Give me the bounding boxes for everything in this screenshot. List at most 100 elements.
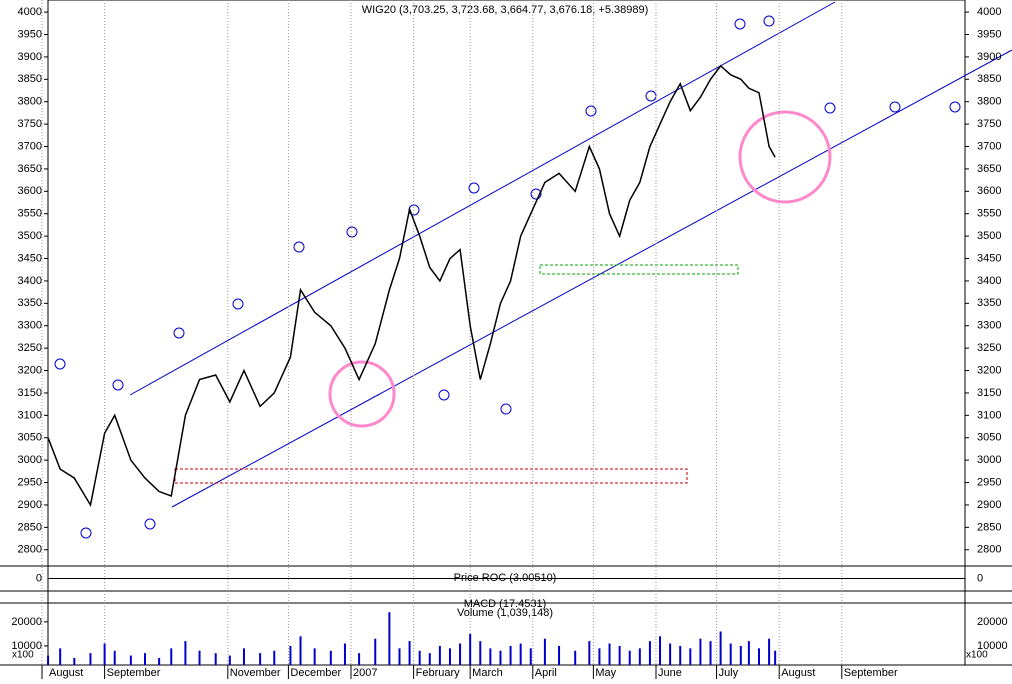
volume-bar: [418, 650, 421, 665]
y-tick-label: 3650: [977, 163, 1001, 175]
y-tick-label: 3400: [977, 275, 1001, 287]
volume-bar: [144, 653, 147, 665]
volume-bar: [719, 631, 722, 665]
y-tick-label: 3050: [18, 432, 42, 444]
volume-bar: [113, 650, 116, 665]
x-tick-label: February: [416, 667, 461, 679]
volume-bar: [89, 653, 92, 665]
y-tick-label: 2950: [977, 476, 1001, 488]
volume-bar: [729, 643, 732, 665]
y-tick-label: 3350: [977, 297, 1001, 309]
volume-bar: [408, 641, 411, 665]
panel-title: Price ROC (3.00510): [454, 572, 557, 584]
y-tick-label: 20000: [11, 616, 42, 628]
unit-label: x100: [12, 650, 34, 661]
y-tick-label: 3200: [18, 364, 42, 376]
volume-bar: [598, 648, 601, 665]
volume-bar: [428, 653, 431, 665]
volume-bar: [768, 638, 771, 665]
volume-bar: [499, 650, 502, 665]
y-tick-label: 3600: [18, 185, 42, 197]
volume-bar: [588, 641, 591, 665]
volume-bar: [388, 612, 391, 665]
panel-title: MACD (17.4531): [464, 598, 547, 610]
y-tick-label: 3500: [977, 230, 1001, 242]
volume-bar: [689, 648, 692, 665]
volume-bar: [709, 641, 712, 665]
y-tick-label: 3550: [977, 208, 1001, 220]
volume-bar: [469, 633, 472, 665]
y-tick-label: 3950: [977, 28, 1001, 40]
y-tick-label: 3900: [977, 51, 1001, 63]
y-tick-label: 3400: [18, 275, 42, 287]
volume-bar: [618, 645, 621, 665]
y-tick-label: 2950: [18, 476, 42, 488]
volume-bar: [158, 657, 161, 665]
unit-label: x100: [966, 650, 988, 661]
y-tick-label: 3600: [977, 185, 1001, 197]
volume-bar: [170, 648, 173, 665]
chart-title: WIG20 (3,703.25, 3,723.68, 3,664.77, 3,6…: [362, 4, 649, 16]
volume-bar: [739, 645, 742, 665]
y-tick-label: 3000: [18, 454, 42, 466]
x-tick-label: June: [658, 667, 682, 679]
y-tick-label: 3150: [18, 387, 42, 399]
volume-bar: [529, 648, 532, 665]
y-tick-label: 3950: [18, 28, 42, 40]
volume-bar: [343, 643, 346, 665]
volume-bar: [628, 650, 631, 665]
volume-bar: [358, 653, 361, 665]
volume-bar: [574, 650, 577, 665]
volume-bar: [448, 648, 451, 665]
volume-bar: [659, 636, 662, 665]
volume-bar: [103, 643, 106, 665]
y-tick-label: 3350: [18, 297, 42, 309]
y-tick-label: 3200: [977, 364, 1001, 376]
x-tick-label: May: [595, 667, 616, 679]
x-tick-label: November: [230, 667, 281, 679]
volume-bar: [479, 641, 482, 665]
y-tick-label: 2850: [977, 521, 1001, 533]
volume-bar: [459, 643, 462, 665]
volume-bar: [329, 650, 332, 665]
y-tick-label: 3250: [18, 342, 42, 354]
x-tick-label: December: [290, 667, 341, 679]
x-tick-label: April: [535, 667, 557, 679]
volume-bar: [519, 643, 522, 665]
volume-bar: [774, 650, 777, 665]
volume-bar: [543, 638, 546, 665]
highlight-circle: [738, 110, 832, 204]
y-tick-label: 0: [36, 572, 42, 584]
y-tick-label: 10000: [11, 640, 42, 652]
y-tick-label: 3300: [977, 320, 1001, 332]
volume-bar: [73, 657, 76, 665]
x-tick-label: 2007: [353, 667, 377, 679]
panel-title: Volume (1,039,148): [457, 607, 553, 619]
y-tick-label: 3750: [977, 118, 1001, 130]
x-tick-label: August: [781, 667, 815, 679]
y-tick-label: 2800: [18, 544, 42, 556]
y-tick-label: 3900: [18, 51, 42, 63]
y-tick-label: 3700: [977, 140, 1001, 152]
y-tick-label: 3700: [18, 140, 42, 152]
volume-bar: [242, 648, 245, 665]
y-tick-label: 3100: [18, 409, 42, 421]
volume-bar: [47, 655, 50, 665]
y-tick-label: 3100: [977, 409, 1001, 421]
volume-bar: [489, 648, 492, 665]
volume-bar: [299, 636, 302, 665]
y-tick-label: 3500: [18, 230, 42, 242]
volume-bar: [59, 648, 62, 665]
volume-bar: [374, 638, 377, 665]
trend-line: [171, 49, 1012, 508]
y-tick-label: 3850: [18, 73, 42, 85]
highlight-circle: [328, 360, 396, 428]
y-tick-label: 3800: [977, 96, 1001, 108]
x-tick-label: September: [107, 667, 161, 679]
volume-bar: [747, 641, 750, 665]
y-tick-label: 3450: [18, 252, 42, 264]
y-tick-label: 3300: [18, 320, 42, 332]
volume-bar: [398, 648, 401, 665]
volume-bar: [259, 653, 262, 665]
zone: [539, 264, 739, 275]
